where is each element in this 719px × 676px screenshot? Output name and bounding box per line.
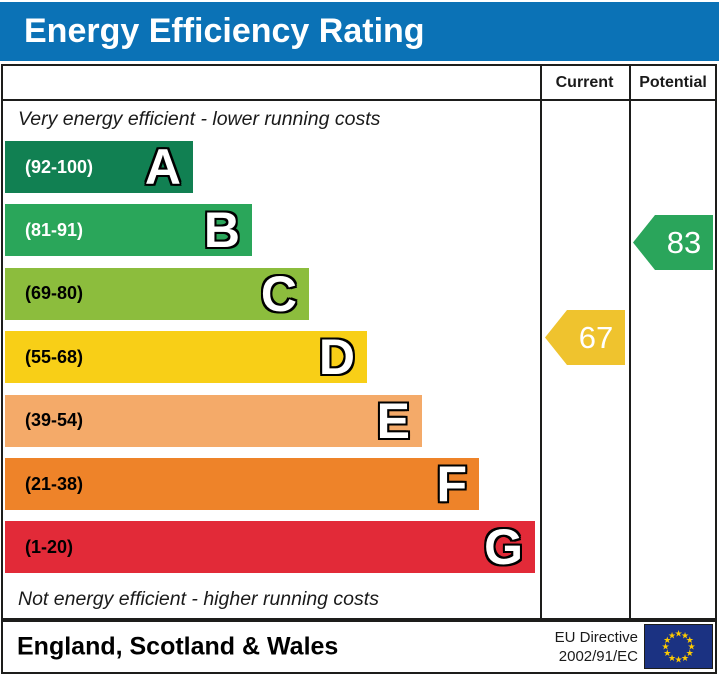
- band-letter-F: F: [436, 456, 467, 512]
- eu-flag-star: ★: [663, 649, 671, 659]
- band-letter-G: G: [484, 519, 523, 576]
- band-range-E: (39-54): [25, 410, 84, 431]
- eu-flag-star: ★: [681, 654, 689, 664]
- band-D: (55-68) D: [5, 329, 367, 386]
- eu-flag-star: ★: [686, 649, 694, 659]
- eu-flag-star: ★: [663, 636, 671, 646]
- potential-rating-arrow: 83: [633, 215, 713, 270]
- band-range-G: (1-20): [25, 536, 74, 557]
- potential-column-divider: [629, 66, 631, 618]
- band-letter-C: C: [260, 265, 297, 322]
- eu-flag-icon: ★★★★★★★★★★★★: [644, 624, 713, 669]
- eu-flag-star: ★: [686, 636, 694, 646]
- eu-directive-line2: 2002/91/EC: [558, 648, 638, 665]
- potential-rating-value: 83: [666, 224, 702, 260]
- current-rating-value: 67: [578, 319, 614, 355]
- band-F: (21-38) F: [5, 458, 479, 510]
- eu-flag-star: ★: [674, 630, 682, 640]
- band-letter-E: E: [376, 392, 410, 449]
- arrow-shape: [633, 215, 713, 270]
- band-A: (92-100) A: [5, 141, 193, 193]
- band-E: (39-54) E: [5, 392, 422, 449]
- bottom-note: Not energy efficient - higher running co…: [18, 588, 379, 610]
- band-letter-D: D: [318, 329, 355, 386]
- band-C: (69-80) C: [5, 265, 309, 322]
- band-range-F: (21-38): [25, 473, 84, 494]
- top-note: Very energy efficient - lower running co…: [18, 108, 381, 130]
- eu-flag-star: ★: [681, 631, 689, 641]
- band-range-C: (69-80): [25, 283, 84, 304]
- eu-flag-star: ★: [668, 631, 676, 641]
- band-range-B: (81-91): [25, 219, 84, 240]
- region-label: England, Scotland & Wales: [17, 632, 339, 661]
- current-column-divider: [540, 66, 542, 618]
- header-divider: [3, 99, 715, 101]
- band-B: (81-91) B: [5, 202, 252, 259]
- eu-flag-star: ★: [661, 643, 669, 653]
- band-range-D: (55-68): [25, 346, 84, 367]
- band-letter-A: A: [144, 139, 181, 195]
- column-header-potential: Potential: [639, 73, 707, 91]
- band-letter-B: B: [203, 202, 240, 259]
- current-rating-arrow: 67: [545, 310, 625, 365]
- arrow-shape: [545, 310, 625, 365]
- title-bar: Energy Efficiency Rating: [0, 2, 719, 61]
- eu-flag-star: ★: [674, 656, 682, 666]
- rating-table: Current Potential Very energy efficient …: [1, 64, 717, 620]
- eu-flag-star: ★: [668, 654, 676, 664]
- column-header-current: Current: [555, 73, 614, 91]
- footer: England, Scotland & Wales EU Directive 2…: [1, 620, 717, 674]
- eu-directive-label: EU Directive 2002/91/EC: [555, 628, 638, 666]
- eu-flag-star: ★: [687, 643, 695, 653]
- band-G: (1-20) G: [5, 519, 535, 576]
- band-range-A: (92-100): [25, 156, 94, 177]
- page-title: Energy Efficiency Rating: [24, 12, 425, 50]
- eu-directive-line1: EU Directive: [554, 629, 638, 646]
